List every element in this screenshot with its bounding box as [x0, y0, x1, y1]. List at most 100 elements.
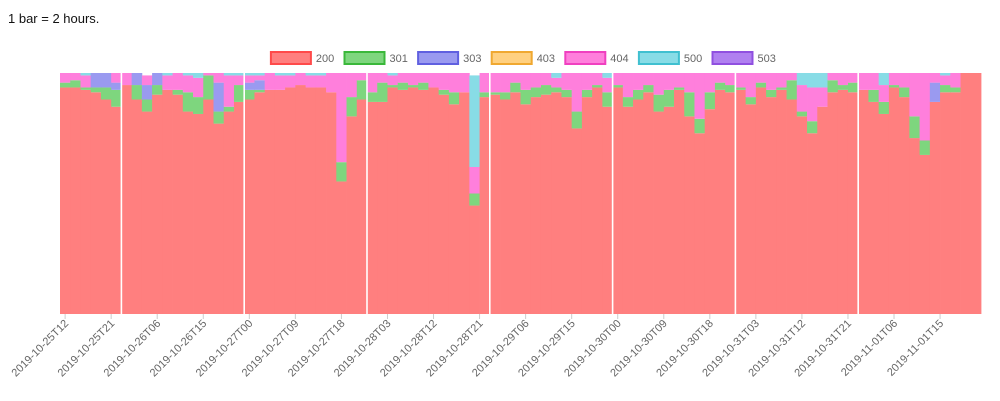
bar-segment-301: [336, 162, 347, 182]
bar-segment-200: [694, 133, 706, 314]
bar-segment-200: [438, 94, 450, 314]
bar-segment-404: [643, 73, 654, 86]
legend-swatch: [564, 51, 607, 65]
bar-segment-200: [203, 99, 214, 314]
bar-segment-500: [285, 73, 296, 76]
bar-segment-404: [459, 73, 470, 93]
bar-segment-200: [397, 89, 409, 315]
bar-segment-200: [233, 101, 245, 314]
bar-segment-404: [899, 73, 910, 88]
bar-segment-200: [766, 97, 777, 314]
bar-segment-200: [356, 99, 368, 314]
bar-segment-404: [448, 73, 460, 93]
legend-item-303[interactable]: 303: [417, 51, 481, 65]
bar-segment-404: [111, 73, 122, 83]
bar-segment-301: [551, 87, 562, 93]
bar-segment-200: [100, 99, 112, 314]
bar-segment-404: [551, 77, 562, 88]
legend-item-500[interactable]: 500: [637, 51, 702, 65]
bar-segment-500: [602, 73, 613, 78]
bar-segment-200: [561, 97, 573, 314]
bar-segment-200: [448, 104, 460, 314]
bar-segment-200: [459, 92, 470, 314]
bar-segment-404: [929, 73, 941, 83]
bar-segment-404: [397, 73, 409, 83]
bar-segment-404: [254, 75, 266, 81]
legend-item-403[interactable]: 403: [490, 51, 555, 65]
legend-item-200[interactable]: 200: [269, 51, 334, 65]
bar-segment-500: [807, 73, 818, 88]
bar-segment-301: [899, 87, 910, 98]
bar-segment-404: [786, 73, 798, 81]
bar-segment-200: [520, 104, 532, 314]
bar-segment-404: [407, 73, 419, 86]
bar-segment-404: [827, 73, 839, 81]
bar-segment-404: [387, 75, 399, 86]
bar-segment-200: [387, 87, 399, 315]
bar-segment-301: [581, 89, 593, 98]
bar-segment-404: [847, 73, 859, 83]
bar-segment-301: [530, 87, 542, 98]
bar-segment-404: [285, 75, 296, 88]
bar-segment-301: [418, 82, 429, 90]
bar-segment-500: [162, 73, 173, 76]
bar-segment-200: [121, 85, 133, 314]
bar-segment-200: [674, 89, 685, 315]
chart-bars: [60, 73, 982, 315]
bar-segment-200: [950, 92, 961, 314]
bar-segment-200: [90, 92, 102, 314]
day-separators: [120, 73, 860, 314]
bar-segment-200: [663, 106, 675, 315]
bar-segment-500: [254, 73, 266, 76]
bar-segment-404: [367, 73, 378, 93]
bar-segment-200: [796, 116, 808, 314]
legend-item-404[interactable]: 404: [564, 51, 629, 65]
legend-item-301[interactable]: 301: [343, 51, 408, 65]
bar-segment-301: [796, 111, 808, 117]
bar-segment-200: [776, 89, 787, 315]
bar-segment-404: [438, 73, 450, 90]
bar-segment-200: [172, 94, 184, 314]
bar-segment-200: [858, 89, 869, 315]
bar-segment-404: [223, 75, 235, 107]
bar-segment-200: [745, 104, 757, 314]
bar-segment-301: [70, 80, 81, 88]
bar-segment-301: [479, 92, 491, 98]
bar-segment-404: [193, 77, 204, 98]
bar-segment-303: [141, 85, 153, 100]
bar-segment-301: [612, 85, 624, 88]
bar-segment-301: [152, 85, 163, 95]
bar-segment-500: [817, 73, 828, 88]
bar-segment-301: [909, 116, 920, 139]
bar-segment-404: [663, 73, 675, 90]
bar-segment-404: [745, 73, 757, 98]
bar-segment-301: [888, 85, 900, 88]
bar-segment-200: [970, 73, 982, 314]
legend-item-503[interactable]: 503: [711, 51, 776, 65]
bar-segment-404: [428, 73, 440, 88]
bar-segment-301: [571, 111, 583, 129]
bar-segment-404: [837, 73, 849, 86]
bar-segment-301: [745, 97, 757, 105]
bar-segment-301: [653, 94, 665, 112]
bar-segment-200: [223, 111, 235, 314]
bar-segment-404: [336, 73, 347, 163]
legend-label: 403: [537, 53, 555, 65]
bar-segment-404: [817, 87, 828, 107]
bar-segment-500: [469, 75, 480, 167]
bar-segment-301: [244, 89, 255, 100]
bar-segment-200: [960, 73, 972, 314]
bar-segment-303: [152, 73, 163, 86]
bar-segment-200: [326, 92, 337, 314]
bar-segment-500: [315, 73, 327, 76]
bar-segment-200: [909, 138, 920, 314]
bar-segment-301: [80, 87, 92, 90]
bar-segment-301: [100, 87, 112, 100]
bar-segment-404: [581, 73, 593, 90]
bar-segment-301: [714, 82, 726, 90]
bar-segment-200: [714, 89, 726, 315]
legend-swatch: [637, 51, 680, 65]
legend-swatch: [711, 51, 754, 65]
bar-segment-303: [90, 73, 102, 88]
